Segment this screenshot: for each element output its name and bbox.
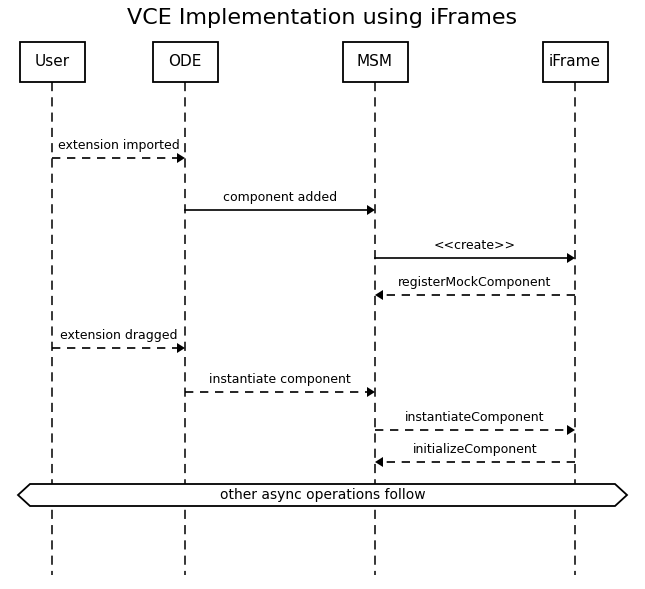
Text: VCE Implementation using iFrames: VCE Implementation using iFrames	[128, 8, 517, 28]
Text: MSM: MSM	[357, 55, 393, 70]
Text: other async operations follow: other async operations follow	[220, 488, 425, 502]
Text: instantiateComponent: instantiateComponent	[405, 411, 545, 424]
Text: initializeComponent: initializeComponent	[413, 443, 537, 456]
Polygon shape	[567, 253, 575, 263]
Polygon shape	[177, 153, 185, 163]
Text: instantiate component: instantiate component	[209, 373, 351, 386]
Text: registerMockComponent: registerMockComponent	[399, 276, 551, 289]
Text: ODE: ODE	[168, 55, 202, 70]
Polygon shape	[375, 290, 383, 300]
Bar	[542, 42, 608, 82]
Text: extension imported: extension imported	[57, 139, 179, 152]
Polygon shape	[367, 387, 375, 397]
Polygon shape	[367, 205, 375, 215]
Text: component added: component added	[223, 191, 337, 204]
Bar	[152, 42, 217, 82]
Bar	[19, 42, 84, 82]
Text: <<create>>: <<create>>	[434, 239, 516, 252]
Polygon shape	[375, 457, 383, 467]
Bar	[342, 42, 408, 82]
Text: extension dragged: extension dragged	[60, 329, 177, 342]
Text: iFrame: iFrame	[549, 55, 601, 70]
Polygon shape	[567, 425, 575, 435]
Text: User: User	[34, 55, 70, 70]
Polygon shape	[18, 484, 627, 506]
Polygon shape	[177, 343, 185, 353]
